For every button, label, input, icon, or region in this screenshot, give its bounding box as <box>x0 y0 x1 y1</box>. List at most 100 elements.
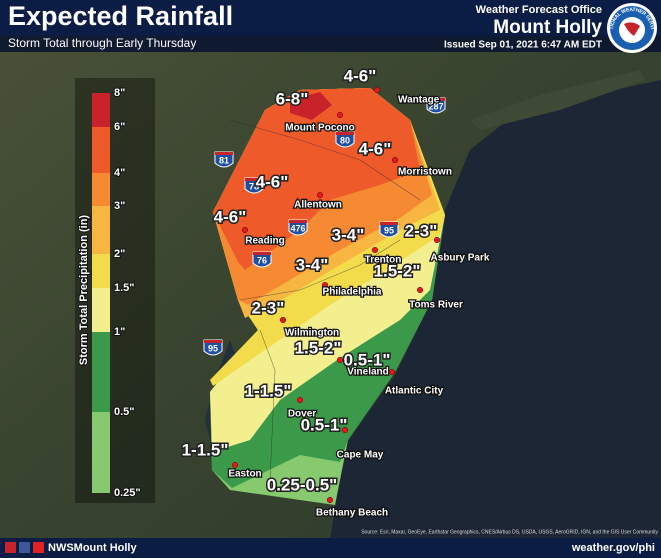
legend-swatch <box>92 127 110 173</box>
legend-swatch <box>92 93 110 127</box>
legend-label: 2" <box>114 248 125 260</box>
footer-handle: NWSMount Holly <box>48 542 137 554</box>
highway-label: 476 <box>290 223 305 233</box>
city-dot <box>326 496 334 504</box>
city-label: Wantage <box>398 95 440 106</box>
city-label: Philadelphia <box>323 287 382 298</box>
highway-band <box>245 178 263 181</box>
city-dot <box>388 368 396 376</box>
highway-label: 95 <box>208 343 218 353</box>
zone-4 <box>213 88 420 270</box>
rain-amount: 1-1.5" <box>182 440 229 459</box>
highway-band <box>336 132 354 135</box>
legend-label: 6" <box>114 121 125 133</box>
legend-label: 4" <box>114 167 125 179</box>
highway-label: 80 <box>340 135 350 145</box>
legend-swatch <box>92 254 110 288</box>
office-name: Mount Holly <box>493 17 602 38</box>
rain-amount: 1.5-2" <box>295 338 342 357</box>
logo-bolt <box>624 22 640 36</box>
title: Expected Rainfall <box>8 1 233 31</box>
highway-band <box>204 340 222 343</box>
rain-amount: 4-6" <box>344 66 377 85</box>
city-label: Vineland <box>347 367 389 378</box>
legend-label: 0.5" <box>114 406 135 418</box>
city-dot <box>241 226 249 234</box>
highway-band <box>253 252 271 255</box>
city-dot <box>371 246 379 254</box>
icon-a <box>5 542 16 553</box>
rain-amount: 1-1.5" <box>245 381 292 400</box>
legend-label: 1" <box>114 326 125 338</box>
long-island <box>470 70 645 130</box>
highway-shield <box>288 219 308 236</box>
legend-swatch <box>92 173 110 206</box>
city-label: Asbury Park <box>431 253 490 264</box>
city-dot <box>321 281 329 289</box>
city-dot <box>416 286 424 294</box>
city-dot <box>373 86 381 94</box>
city-dot <box>296 396 304 404</box>
highway-label: 287 <box>428 101 443 111</box>
city-label: Dover <box>288 409 316 420</box>
rain-amount: 0.5-1" <box>301 415 348 434</box>
city-label: Trenton <box>365 255 402 266</box>
city-label: Mount Pocono <box>285 123 354 134</box>
footer-url: weather.gov/phi <box>571 542 655 554</box>
city-label: Cape May <box>337 450 384 461</box>
legend-swatch <box>92 412 110 493</box>
highway-shield <box>244 177 264 194</box>
city-label: Allentown <box>294 200 342 211</box>
city-dot <box>341 426 349 434</box>
highway-label: 78 <box>249 181 259 191</box>
highway-shield <box>426 97 446 114</box>
legend-panel <box>75 78 155 503</box>
highway-shield <box>379 221 399 238</box>
highway-shield <box>335 131 355 148</box>
legend-swatch <box>92 206 110 254</box>
footer-bar <box>0 538 661 558</box>
legend-label: 3" <box>114 200 125 212</box>
borders <box>229 119 421 481</box>
zone-6 <box>290 92 332 120</box>
icon-b <box>19 542 30 553</box>
legend-title: Storm Total Precipitation (in) <box>78 215 90 365</box>
city-dot <box>316 191 324 199</box>
highway-label: 95 <box>384 225 394 235</box>
city-dot <box>433 236 441 244</box>
highway-shield <box>203 339 223 356</box>
legend-label: 0.25" <box>114 487 141 499</box>
rain-amount: 4-6" <box>359 139 392 158</box>
rain-amount: 0.5-1" <box>344 350 391 369</box>
legend-label: 1.5" <box>114 282 135 294</box>
rain-amount: 4-6" <box>256 172 289 191</box>
rain-amount: 3-4" <box>296 255 329 274</box>
office: Weather Forecast Office <box>476 4 602 16</box>
city-dot <box>231 461 239 469</box>
city-label: Toms River <box>409 300 463 311</box>
city-dot <box>336 111 344 119</box>
icon-c <box>33 542 44 553</box>
issued: Issued Sep 01, 2021 6:47 AM EDT <box>444 40 602 51</box>
city-dot <box>391 156 399 164</box>
rain-amount: 3-4" <box>332 225 365 244</box>
highway-band <box>289 220 307 223</box>
highway-band <box>380 222 398 225</box>
legend-label: 8" <box>114 87 125 99</box>
legend-swatch <box>92 288 110 332</box>
ocean <box>330 80 661 540</box>
highway-band <box>427 98 445 101</box>
highway-shield <box>252 251 272 268</box>
highway-band <box>215 152 233 155</box>
city-dot <box>279 316 287 324</box>
rain-amount: 0.25-0.5" <box>267 475 337 494</box>
city-label: Reading <box>245 236 284 247</box>
city-dot <box>336 356 344 364</box>
rain-amount: 6-8" <box>276 89 309 108</box>
legend-swatch <box>92 332 110 412</box>
city-label: Bethany Beach <box>316 508 388 519</box>
rain-amount: 2-3" <box>405 221 438 240</box>
rain-amount: 2-3" <box>252 298 285 317</box>
